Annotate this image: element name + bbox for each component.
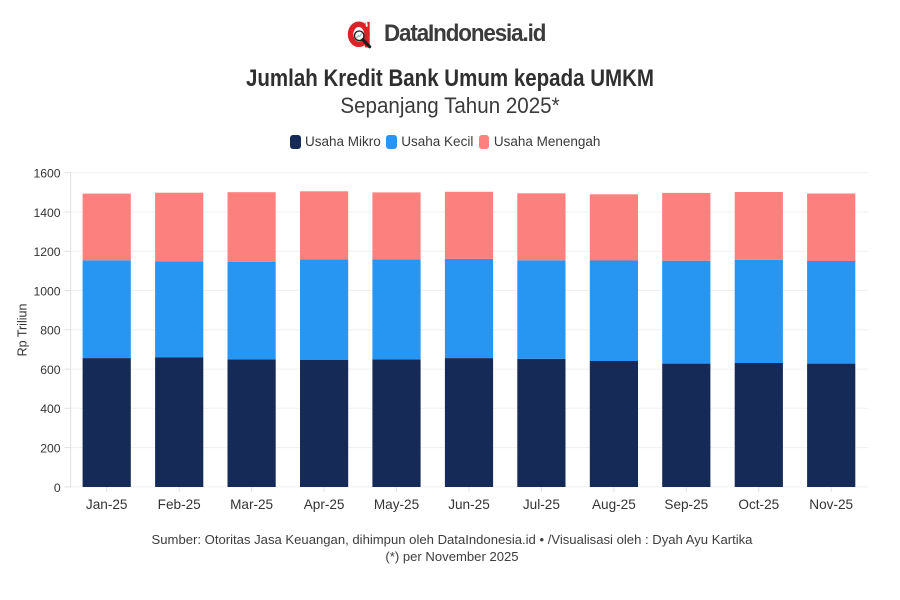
svg-text:400: 400 (40, 402, 61, 416)
svg-text:200: 200 (40, 442, 61, 456)
svg-text:Jun-25: Jun-25 (448, 497, 490, 512)
svg-text:Rp Triliun: Rp Triliun (15, 304, 29, 357)
svg-text:May-25: May-25 (374, 497, 419, 512)
svg-text:0: 0 (54, 481, 61, 495)
svg-text:Oct-25: Oct-25 (738, 497, 779, 512)
svg-text:Feb-25: Feb-25 (158, 497, 201, 512)
svg-text:Mar-25: Mar-25 (230, 497, 273, 512)
svg-text:1400: 1400 (33, 206, 60, 220)
svg-text:1000: 1000 (33, 284, 60, 298)
svg-text:Apr-25: Apr-25 (304, 497, 345, 512)
svg-text:600: 600 (40, 363, 61, 377)
svg-text:Sep-25: Sep-25 (664, 497, 708, 512)
svg-text:Jan-25: Jan-25 (86, 497, 128, 512)
svg-text:800: 800 (40, 324, 61, 338)
svg-text:1600: 1600 (33, 167, 60, 181)
svg-text:1200: 1200 (33, 245, 60, 259)
svg-text:Aug-25: Aug-25 (592, 497, 636, 512)
svg-text:Nov-25: Nov-25 (809, 497, 853, 512)
svg-text:Jul-25: Jul-25 (523, 497, 560, 512)
